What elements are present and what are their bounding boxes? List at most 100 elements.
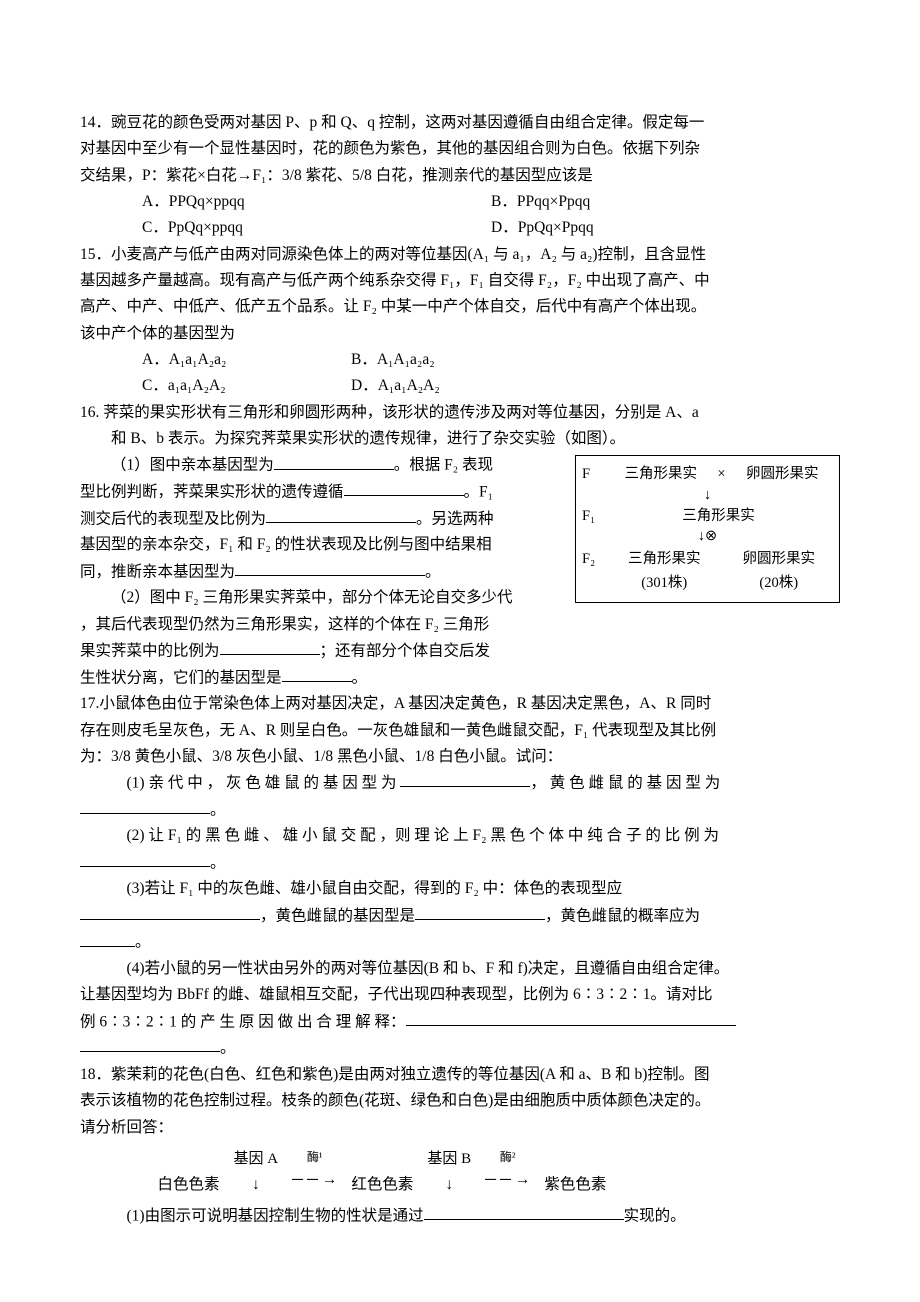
q17-p1c: 。 — [80, 797, 840, 824]
fml-purple: 紫色色素 — [544, 1172, 606, 1198]
q15-row2: C．a₁a₁A₂A₂ D．A₁a₁A₂A₂ — [142, 373, 840, 399]
blank — [406, 1009, 736, 1026]
q17-p3d: 。 — [80, 929, 840, 956]
blank — [400, 770, 530, 787]
q18-l3: 请分析回答： — [80, 1115, 840, 1141]
diag-x: × — [717, 462, 725, 487]
q17-p4b: 让基因型均为 BbFf 的雌、雄鼠相互交配，子代出现四种表现型，比例为 6∶3∶… — [80, 982, 840, 1008]
q16-p1i: 。 — [425, 563, 441, 580]
q16-p1d: 。F₁ — [464, 483, 494, 500]
q17-l1: 17.小鼠体色由位于常染色体上两对基因决定，A 基因决定黄色，R 基因决定黑色，… — [80, 691, 840, 717]
q17-p2a: (2) 让 F₁ 的 黑 色 雌 、 雄 小 鼠 交 配 ，则 理 论 上 F₂… — [80, 823, 840, 849]
fml-down2: ↓ — [445, 1176, 453, 1193]
q18-p1: (1)由图示可说明基因控制生物的性状是通过 实现的。 — [80, 1203, 840, 1230]
blank — [220, 638, 320, 655]
cross-diagram: F 三角形果实 × 卵圆形果实 ↓ F₁ 三角形果实 ↓⊗ F₂ 三角形果实 (… — [575, 455, 840, 603]
diag-tri-mid: 三角形果实 — [604, 504, 833, 529]
fml-gB: 基因 B — [427, 1147, 471, 1173]
q17-p3b-t: ，黄色雌鼠的基因型是 — [260, 907, 415, 924]
q14-B: B．PPqq×Ppqq — [491, 189, 840, 215]
diag-F: F — [582, 462, 604, 487]
q16-p2b: ，其后代表现型仍然为三角形果实，这样的个体在 F₂ 三角形 — [80, 612, 840, 638]
diag-oval2n: (20株) — [725, 571, 834, 596]
q16-p1f: 。另选两种 — [416, 510, 494, 527]
blank — [415, 903, 545, 920]
q14-C: C．PpQq×ppqq — [142, 215, 491, 241]
q15-B: B．A₁A₁a₂a₂ — [351, 347, 631, 373]
q17-p4c: 例 6∶3∶2∶1 的 产 生 原 因 做 出 合 理 解 释： — [80, 1009, 840, 1036]
q17-p1b: ， 黄 色 雌 鼠 的 基 因 型 为 — [530, 774, 720, 791]
q14-line2: 对基因中至少有一个显性基因时，花的颜色为紫色，其他的基因组合则为白色。依据下列杂 — [80, 136, 840, 162]
diag-arrow1: ↓ — [582, 488, 833, 503]
blank — [80, 797, 210, 814]
q16-p2e-t: 生性状分离，它们的基因型是 — [80, 669, 282, 686]
q17-p4c-t: 例 6∶3∶2∶1 的 产 生 原 因 做 出 合 理 解 释： — [80, 1013, 406, 1030]
q14-line3: 交结果，P：紫花×白花→F₁：3/8 紫花、5/8 白花，推测亲代的基因型应该是 — [80, 163, 840, 189]
blank — [80, 929, 135, 946]
q17-p3d-t: 。 — [135, 934, 151, 951]
q17-l2: 存在则皮毛呈灰色，无 A、R 则呈白色。一灰色雄鼠和一黄色雌鼠交配，F₁ 代表现… — [80, 718, 840, 744]
q18-l1: 18．紫茉莉的花色(白色、红色和紫色)是由两对独立遗传的等位基因(A 和 a、B… — [80, 1062, 840, 1088]
q15-row1: A．A₁a₁A₂a₂ B．A₁A₁a₂a₂ — [142, 347, 840, 373]
q17-p3b: ，黄色雌鼠的基因型是 ，黄色雌鼠的概率应为 — [80, 903, 840, 930]
q16-p1c-t: 型比例判断，荠菜果实形状的遗传遵循 — [80, 483, 344, 500]
q17-p2b-t: 。 — [210, 854, 226, 871]
fml-down1: ↓ — [252, 1176, 260, 1193]
blank — [424, 1203, 624, 1220]
q16-p1b: 。根据 F₂ 表现 — [394, 457, 493, 474]
blank — [80, 1035, 220, 1052]
q15-C: C．a₁a₁A₂A₂ — [142, 373, 351, 399]
q14-line1: 14．豌豆花的颜色受两对基因 P、p 和 Q、q 控制，这两对基因遵循自由组合定… — [80, 110, 840, 136]
q15-D: D．A₁a₁A₂A₂ — [351, 373, 631, 399]
q17-p1a: (1) 亲 代 中 ， 灰 色 雄 鼠 的 基 因 型 为 — [127, 774, 401, 791]
diag-oval-F: 卵圆形果实 — [732, 462, 833, 487]
diag-oval2: 卵圆形果实 — [725, 547, 834, 572]
q16-l2: 和 B、b 表示。为探究荠菜果实形状的遗传规律，进行了杂交实验（如图）。 — [80, 426, 840, 452]
diag-tri2n: (301株) — [610, 571, 719, 596]
pathway-diagram: 白色色素 基因 A ↓ 酶¹ ─ ─ → 红色色素 基因 B ↓ 酶² ─ ─ … — [158, 1147, 841, 1199]
q15-l3: 高产、中产、中低产、低产五个品系。让 F₂ 中某一中产个体自交，后代中有高产个体… — [80, 294, 840, 320]
blank — [274, 452, 394, 469]
blank — [80, 850, 210, 867]
fml-red: 红色色素 — [351, 1172, 413, 1198]
q16-p1e-t: 测交后代的表现型及比例为 — [80, 510, 266, 527]
q16-p2d: ；还有部分个体自交后发 — [320, 642, 491, 659]
q17-p2b: 。 — [80, 850, 840, 877]
q17-p3c: ，黄色雌鼠的概率应为 — [545, 907, 700, 924]
q17-p4d: 。 — [80, 1035, 840, 1062]
fml-dash2: ─ ─ → — [485, 1167, 530, 1193]
blank — [266, 506, 416, 523]
diag-self: ⊗ — [705, 528, 717, 544]
q17-p4d-t: 。 — [220, 1039, 236, 1056]
diag-F1: F₁ — [582, 504, 604, 529]
q18-l2: 表示该植物的花色控制过程。枝条的颜色(花斑、绿色和白色)是由细胞质中质体颜色决定… — [80, 1088, 840, 1114]
q16-l1: 16. 荠菜的果实形状有三角形和卵圆形两种，该形状的遗传涉及两对等位基因，分别是… — [80, 400, 840, 426]
fml-dash1: ─ ─ → — [292, 1167, 337, 1193]
q18-p1b: 实现的。 — [624, 1207, 686, 1224]
q17-p4a: (4)若小鼠的另一性状由另外的两对等位基因(B 和 b、F 和 f)决定，且遵循… — [80, 956, 840, 982]
q15-l4: 该中产个体的基因型为 — [80, 321, 840, 347]
diag-tri-F: 三角形果实 — [610, 462, 711, 487]
q17-p3a: (3)若让 F₁ 中的灰色雌、雄小鼠自由交配，得到的 F₂ 中：体色的表现型应 — [80, 876, 840, 902]
q15-l1: 15．小麦高产与低产由两对同源染色体上的两对等位基因(A₁ 与 a₁，A₂ 与 … — [80, 242, 840, 268]
fml-e2: 酶² — [485, 1147, 530, 1167]
blank — [282, 665, 352, 682]
q16-p1h-t: 同，推断亲本基因型为 — [80, 563, 235, 580]
blank — [344, 479, 464, 496]
q16-p2e: 生性状分离，它们的基因型是 。 — [80, 665, 840, 692]
q16-p2c-t: 果实荠菜中的比例为 — [80, 642, 220, 659]
diag-F2: F₂ — [582, 547, 604, 596]
q14-A: A．PPQq×ppqq — [142, 189, 491, 215]
q16-p2f: 。 — [352, 669, 368, 686]
q16-p2c: 果实荠菜中的比例为 ；还有部分个体自交后发 — [80, 638, 840, 665]
q18-p1a: (1)由图示可说明基因控制生物的性状是通过 — [127, 1207, 424, 1224]
blank — [235, 559, 425, 576]
fml-white: 白色色素 — [158, 1172, 220, 1198]
fml-e1: 酶¹ — [292, 1147, 337, 1167]
fml-gA: 基因 A — [234, 1147, 279, 1173]
q15-A: A．A₁a₁A₂a₂ — [142, 347, 351, 373]
diag-tri2: 三角形果实 — [610, 547, 719, 572]
blank — [80, 903, 260, 920]
q17-p1: (1) 亲 代 中 ， 灰 色 雄 鼠 的 基 因 型 为 ， 黄 色 雌 鼠 … — [80, 770, 840, 797]
q16-p1a-t: （1）图中亲本基因型为 — [111, 457, 274, 474]
